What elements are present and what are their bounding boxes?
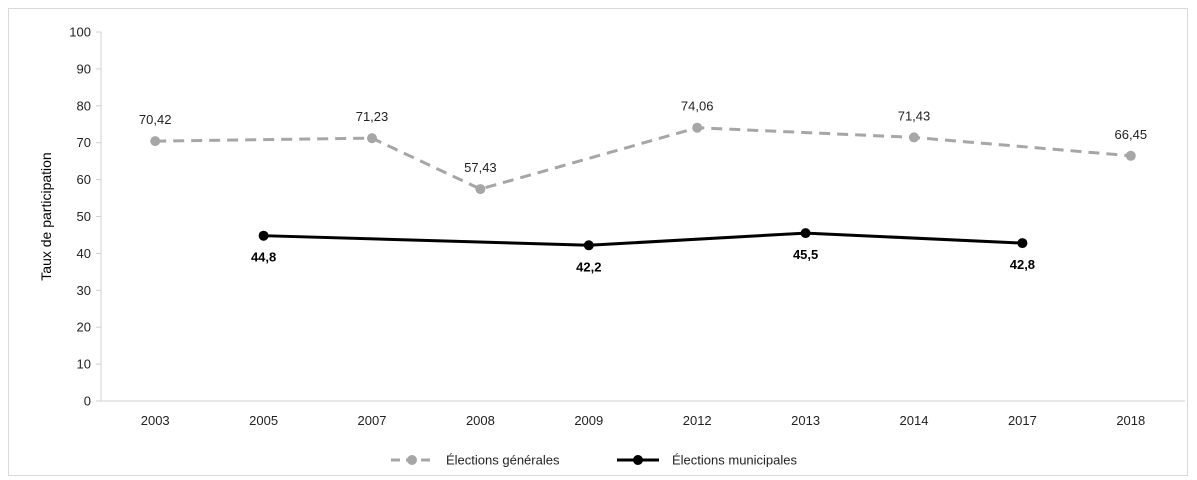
legend-label-generales: Élections générales (446, 453, 560, 468)
x-tick-label: 2018 (1116, 413, 1145, 428)
y-tick-label: 80 (77, 98, 91, 113)
x-tick-label: 2007 (358, 413, 387, 428)
data-point-generales (475, 184, 486, 195)
x-tick-label: 2009 (574, 413, 603, 428)
data-point-generales (150, 136, 161, 147)
y-tick-label: 60 (77, 172, 91, 187)
data-label-generales: 71,43 (898, 108, 931, 123)
data-point-municipales (1017, 238, 1028, 249)
x-tick-label: 2005 (249, 413, 278, 428)
y-tick-label: 50 (77, 209, 91, 224)
y-tick-label: 90 (77, 61, 91, 76)
y-tick-label: 70 (77, 135, 91, 150)
data-point-generales (909, 132, 919, 143)
x-tick-label: 2003 (141, 413, 170, 428)
y-axis-title: Taux de participation (38, 152, 54, 280)
data-point-municipales (258, 230, 269, 241)
y-tick-label: 100 (69, 25, 91, 40)
data-label-generales: 71,23 (356, 109, 389, 124)
data-label-generales: 74,06 (681, 99, 714, 114)
series-line-generales (155, 126, 1131, 191)
x-tick-label: 2014 (900, 413, 929, 428)
data-point-generales (692, 122, 703, 133)
x-tick-label: 2017 (1008, 413, 1037, 428)
data-point-municipales (583, 240, 594, 251)
legend: Élections générales Élections municipales (391, 453, 798, 468)
x-tick-label: 2013 (791, 413, 820, 428)
legend-marker-generales (407, 455, 417, 465)
data-label-generales: 57,43 (464, 160, 497, 175)
data-point-municipales (800, 228, 811, 239)
data-label-generales: 70,42 (139, 112, 172, 127)
data-point-generales (367, 133, 377, 144)
data-label-municipales: 42,8 (1010, 257, 1035, 272)
legend-marker-municipales (633, 455, 643, 465)
y-tick-label: 20 (77, 320, 91, 335)
y-tick-label: 10 (77, 357, 91, 372)
series-line-municipales (263, 231, 1023, 247)
data-label-municipales: 42,2 (576, 259, 601, 274)
data-labels: 70,42 71,23 57,43 74,06 71,43 66,45 44,8 42,2 45… (139, 99, 1147, 275)
data-label-municipales: 45,5 (793, 247, 818, 262)
y-tick-label: 40 (77, 246, 91, 261)
x-tick-label: 2012 (683, 413, 712, 428)
data-label-municipales: 44,8 (251, 250, 276, 265)
series-layer (150, 122, 1136, 251)
data-label-generales: 66,45 (1115, 127, 1148, 142)
y-tick-label: 30 (77, 283, 91, 298)
y-tick-label: 0 (84, 394, 91, 409)
legend-label-municipales: Élections municipales (672, 453, 798, 468)
axes: 0 10 20 30 40 50 60 70 80 90 100 2003 2005 2007 2008 20… (38, 25, 1185, 428)
data-point-generales (1125, 150, 1136, 161)
x-tick-label: 2008 (466, 413, 495, 428)
